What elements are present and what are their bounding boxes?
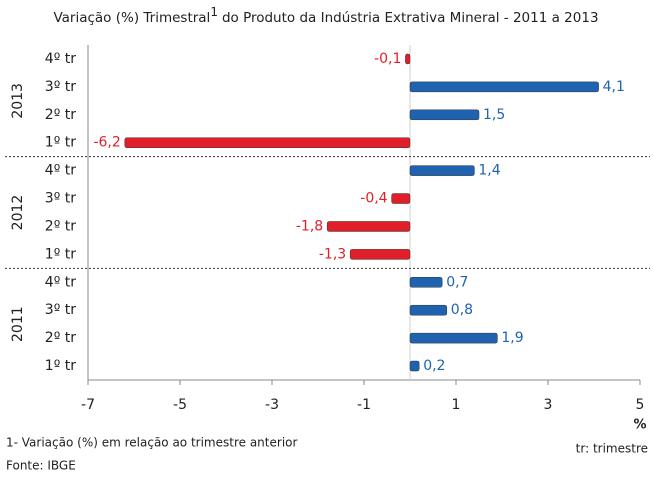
legend-note: tr: trimestre xyxy=(576,442,648,456)
title-note-marker: 1 xyxy=(210,5,218,19)
value-label: -0,4 xyxy=(360,191,387,207)
title-text: Variação (%) Trimestral xyxy=(53,10,210,26)
group-label: 2013 xyxy=(10,83,26,119)
value-label: 0,8 xyxy=(451,302,473,318)
value-label: 1,9 xyxy=(501,330,523,346)
bar xyxy=(409,277,443,288)
bar xyxy=(409,109,480,121)
bar xyxy=(409,165,475,176)
x-tick-label: -1 xyxy=(357,397,371,413)
source: Fonte: IBGE xyxy=(6,459,76,473)
value-label: -1,8 xyxy=(296,218,323,234)
value-label: -1,3 xyxy=(319,246,346,262)
bar xyxy=(391,193,411,204)
y-tick-label: 3º tr xyxy=(45,79,76,95)
value-label: 4,1 xyxy=(603,79,625,95)
value-label: 0,7 xyxy=(446,274,468,290)
bar xyxy=(409,360,420,372)
y-tick-label: 1º tr xyxy=(45,135,76,151)
group-label: 2011 xyxy=(10,306,26,342)
title-suffix: do Produto da Indústria Extrativa Minera… xyxy=(222,10,599,26)
bar xyxy=(409,332,498,344)
value-label: 1,4 xyxy=(478,163,500,179)
bar xyxy=(409,304,448,316)
y-tick-label: 2º tr xyxy=(45,107,76,123)
value-label: 0,2 xyxy=(423,358,445,374)
x-tick-label: 1 xyxy=(452,397,461,413)
y-tick-label: 2º tr xyxy=(45,330,76,346)
bar xyxy=(409,81,599,93)
bar xyxy=(405,53,411,65)
bar xyxy=(349,249,411,260)
footnote: 1- Variação (%) em relação ao trimestre … xyxy=(6,436,297,450)
y-tick-label: 4º tr xyxy=(45,51,76,67)
y-tick-label: 4º tr xyxy=(45,274,76,290)
y-tick-label: 1º tr xyxy=(45,358,76,374)
value-label: -6,2 xyxy=(93,135,120,151)
y-tick-label: 3º tr xyxy=(45,191,76,207)
x-tick-label: -3 xyxy=(265,397,279,413)
y-tick-label: 4º tr xyxy=(45,163,76,179)
bar xyxy=(124,137,411,148)
group-label: 2012 xyxy=(10,195,26,231)
value-label: 1,5 xyxy=(483,107,505,123)
x-tick-label: 5 xyxy=(636,397,645,413)
value-label: -0,1 xyxy=(374,51,401,67)
x-tick-label: -7 xyxy=(81,397,95,413)
x-tick-label: -5 xyxy=(173,397,187,413)
chart-title: Variação (%) Trimestral1 do Produto da In… xyxy=(53,5,598,27)
x-tick-label: 3 xyxy=(544,397,553,413)
y-tick-label: 3º tr xyxy=(45,302,76,318)
y-tick-label: 1º tr xyxy=(45,246,76,262)
y-tick-label: 2º tr xyxy=(45,218,76,234)
bar xyxy=(326,221,411,232)
x-axis-label: % xyxy=(633,418,646,433)
